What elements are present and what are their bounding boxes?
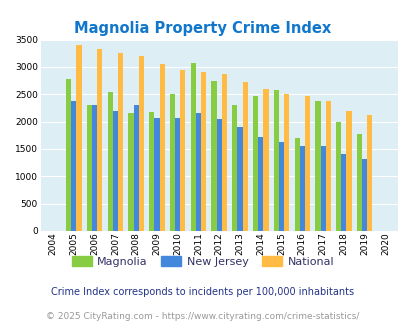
- Bar: [252, 96, 258, 231]
- Bar: [335, 122, 341, 231]
- Bar: [325, 101, 330, 231]
- Bar: [113, 111, 118, 231]
- Bar: [169, 94, 175, 231]
- Text: Magnolia Property Crime Index: Magnolia Property Crime Index: [74, 21, 331, 36]
- Bar: [71, 101, 76, 231]
- Bar: [200, 72, 206, 231]
- Bar: [367, 115, 371, 231]
- Bar: [294, 138, 299, 231]
- Bar: [133, 105, 139, 231]
- Bar: [315, 101, 320, 231]
- Bar: [139, 56, 144, 231]
- Bar: [195, 114, 200, 231]
- Bar: [232, 105, 237, 231]
- Bar: [237, 127, 242, 231]
- Bar: [149, 112, 154, 231]
- Bar: [341, 154, 345, 231]
- Bar: [278, 142, 284, 231]
- Bar: [92, 105, 97, 231]
- Text: © 2025 CityRating.com - https://www.cityrating.com/crime-statistics/: © 2025 CityRating.com - https://www.city…: [46, 312, 359, 321]
- Legend: Magnolia, New Jersey, National: Magnolia, New Jersey, National: [67, 251, 338, 271]
- Bar: [356, 134, 361, 231]
- Bar: [190, 63, 195, 231]
- Bar: [175, 117, 180, 231]
- Text: Crime Index corresponds to incidents per 100,000 inhabitants: Crime Index corresponds to incidents per…: [51, 287, 354, 297]
- Bar: [76, 45, 81, 231]
- Bar: [66, 79, 71, 231]
- Bar: [118, 53, 123, 231]
- Bar: [299, 146, 304, 231]
- Bar: [97, 49, 102, 231]
- Bar: [128, 114, 133, 231]
- Bar: [154, 117, 159, 231]
- Bar: [159, 64, 164, 231]
- Bar: [107, 91, 113, 231]
- Bar: [180, 70, 185, 231]
- Bar: [345, 111, 351, 231]
- Bar: [263, 89, 268, 231]
- Bar: [320, 146, 325, 231]
- Bar: [258, 137, 263, 231]
- Bar: [221, 74, 226, 231]
- Bar: [242, 82, 247, 231]
- Bar: [304, 96, 309, 231]
- Bar: [284, 94, 289, 231]
- Bar: [361, 158, 367, 231]
- Bar: [211, 81, 216, 231]
- Bar: [273, 90, 278, 231]
- Bar: [87, 105, 92, 231]
- Bar: [216, 119, 221, 231]
